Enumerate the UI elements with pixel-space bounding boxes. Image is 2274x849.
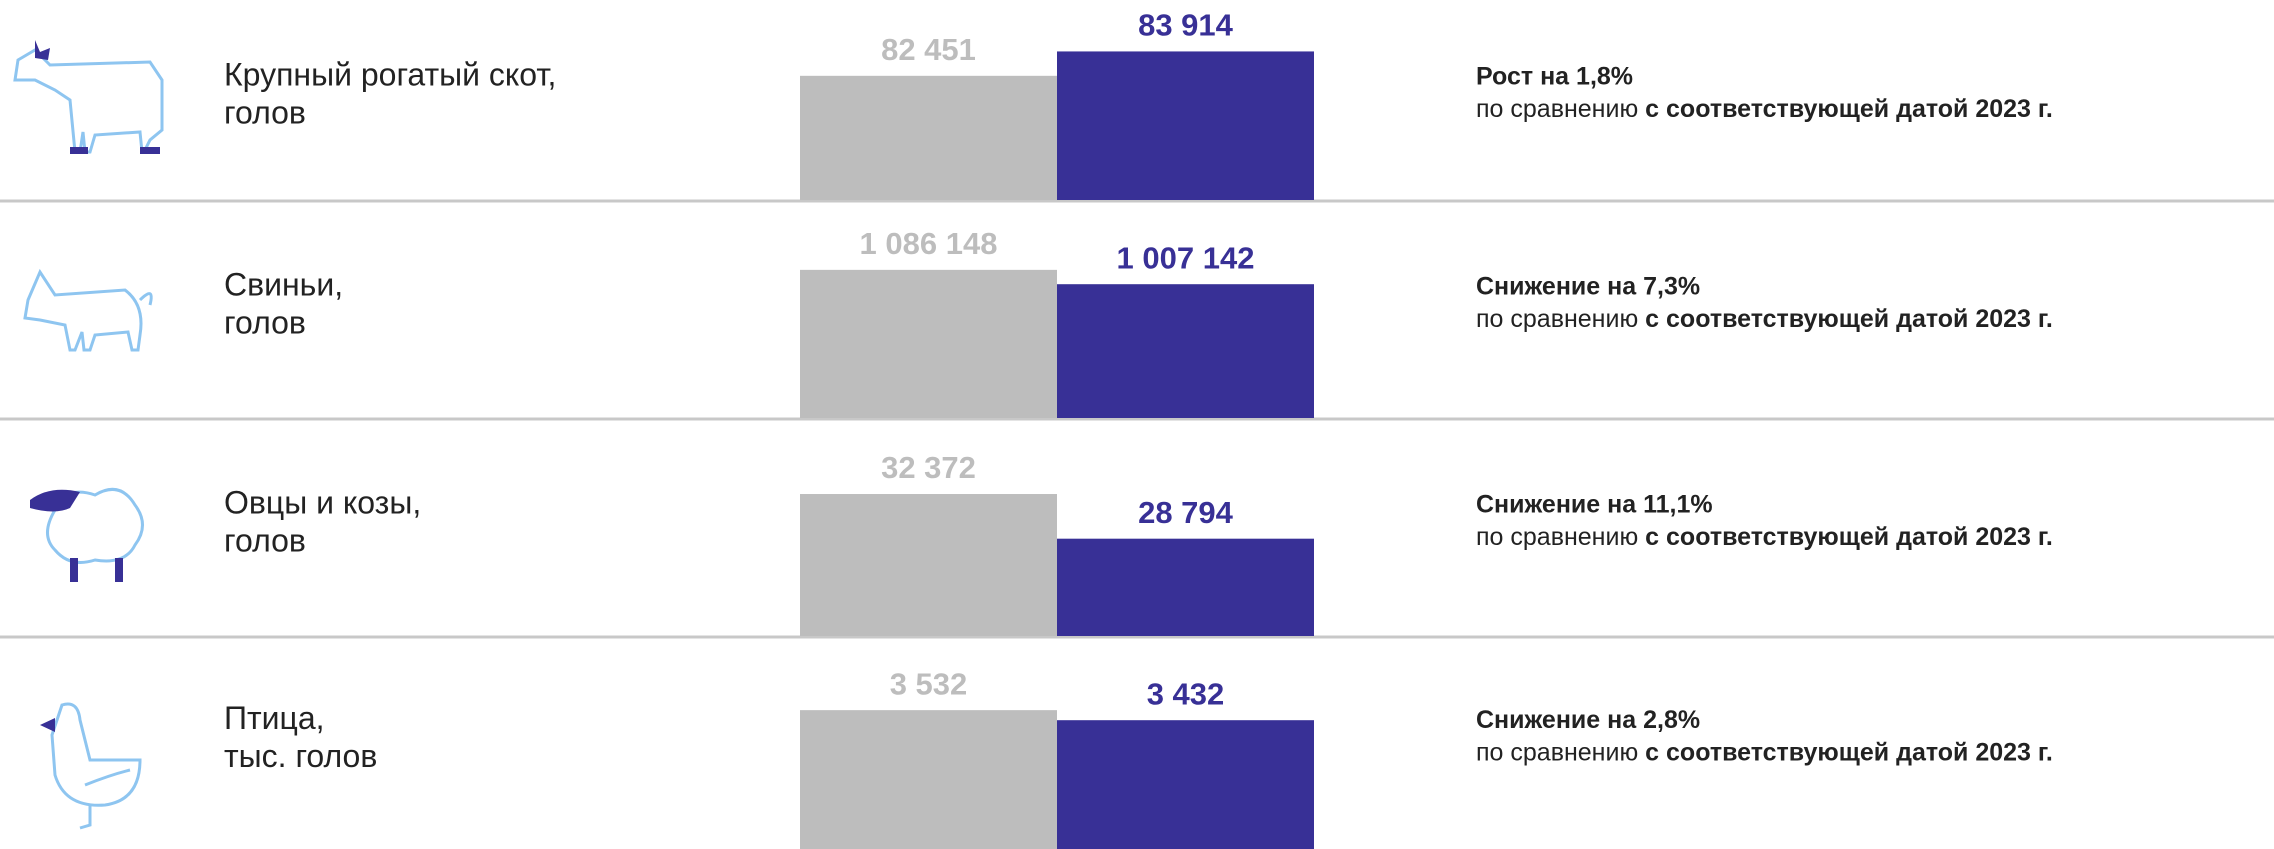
annotation-bold: с соответствующей датой 2023 г. bbox=[1645, 305, 2053, 333]
annotation-headline: Рост на 1,8% bbox=[1476, 63, 1633, 91]
value-label: 3 432 bbox=[1147, 676, 1225, 711]
annotation-normal: по сравнению bbox=[1476, 95, 1638, 123]
cow-icon bbox=[13, 40, 164, 154]
bar bbox=[1057, 284, 1314, 418]
row-label: голов bbox=[224, 304, 306, 340]
row-label: Свиньи, bbox=[224, 266, 343, 302]
value-label: 1 086 148 bbox=[860, 226, 998, 261]
annotation-bold: с соответствующей датой 2023 г. bbox=[1645, 95, 2053, 123]
row-label: тыс. голов bbox=[224, 738, 377, 774]
annotation-normal: по сравнению bbox=[1476, 305, 1638, 333]
annotation-bold: с соответствующей датой 2023 г. bbox=[1645, 523, 2053, 551]
bar bbox=[1057, 51, 1314, 200]
bar bbox=[800, 269, 1057, 418]
bar bbox=[800, 494, 1057, 636]
row-label: Овцы и козы, bbox=[224, 484, 421, 520]
chicken-icon bbox=[40, 702, 142, 830]
bar bbox=[800, 75, 1057, 200]
value-label: 83 914 bbox=[1138, 8, 1234, 43]
row-label: Птица, bbox=[224, 700, 325, 736]
bar bbox=[1057, 720, 1314, 849]
annotation-text: по сравнению с соответствующей датой 202… bbox=[1476, 523, 2053, 551]
pig-icon bbox=[23, 268, 153, 352]
sheep-icon bbox=[30, 487, 144, 582]
bar bbox=[800, 710, 1057, 849]
annotation-headline: Снижение на 11,1% bbox=[1476, 491, 1713, 519]
annotation-bold: с соответствующей датой 2023 г. bbox=[1645, 738, 2053, 766]
row-label: Крупный рогатый скот, bbox=[224, 56, 556, 92]
value-label: 1 007 142 bbox=[1117, 240, 1255, 275]
value-label: 28 794 bbox=[1138, 495, 1234, 530]
row-label: голов bbox=[224, 522, 306, 558]
value-label: 32 372 bbox=[881, 450, 976, 485]
annotation-normal: по сравнению bbox=[1476, 738, 1638, 766]
bar bbox=[1057, 538, 1314, 636]
annotation-text: по сравнению с соответствующей датой 202… bbox=[1476, 305, 2053, 333]
annotation-text: по сравнению с соответствующей датой 202… bbox=[1476, 738, 2053, 766]
annotation-text: по сравнению с соответствующей датой 202… bbox=[1476, 95, 2053, 123]
annotation-normal: по сравнению bbox=[1476, 523, 1638, 551]
annotation-headline: Снижение на 2,8% bbox=[1476, 706, 1700, 734]
row-label: голов bbox=[224, 94, 306, 130]
value-label: 3 532 bbox=[890, 666, 968, 701]
annotation-headline: Снижение на 7,3% bbox=[1476, 273, 1700, 301]
value-label: 82 451 bbox=[881, 32, 976, 67]
